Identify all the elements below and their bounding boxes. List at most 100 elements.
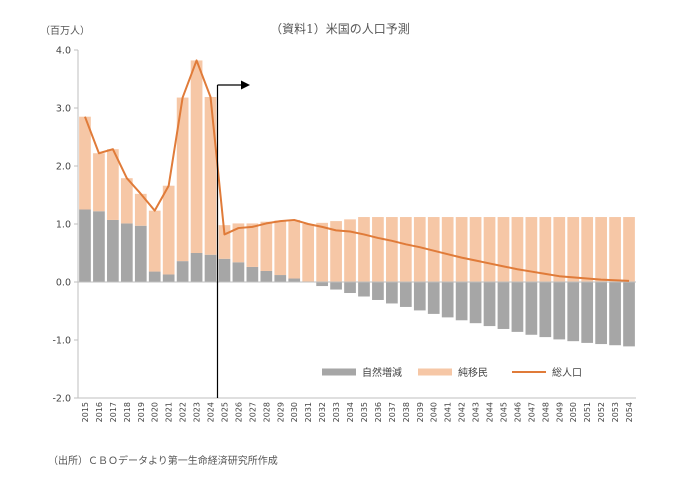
x-tick-label: 2050 bbox=[569, 402, 578, 422]
bar-net-migration bbox=[344, 219, 356, 282]
bar-net-migration bbox=[120, 178, 133, 224]
bar-net-migration bbox=[107, 149, 119, 220]
bar-net-migration bbox=[469, 217, 482, 282]
bar-net-migration bbox=[302, 224, 315, 282]
bar-natural-change bbox=[525, 282, 538, 335]
bar-net-migration bbox=[162, 185, 175, 275]
bar-net-migration bbox=[274, 220, 287, 276]
x-tick-label: 2015 bbox=[81, 402, 90, 422]
bar-net-migration bbox=[455, 217, 468, 282]
bar-natural-change bbox=[469, 282, 482, 324]
bar-net-migration bbox=[288, 219, 301, 279]
bar-natural-change bbox=[427, 282, 440, 314]
bar-net-migration bbox=[148, 210, 161, 272]
bar-net-migration bbox=[330, 221, 342, 282]
bar-natural-change bbox=[148, 271, 161, 282]
y-tick-label: 2.0 bbox=[56, 162, 71, 173]
x-tick-label: 2047 bbox=[527, 402, 536, 422]
bar-natural-change bbox=[358, 282, 370, 297]
x-tick-label: 2042 bbox=[458, 402, 467, 422]
legend-label: 総人口 bbox=[552, 366, 582, 379]
bar-net-migration bbox=[260, 221, 273, 271]
chart-title: （資料1）米国の人口予測 bbox=[270, 22, 410, 36]
x-tick-label: 2032 bbox=[318, 402, 327, 422]
x-tick-label: 2051 bbox=[583, 402, 592, 422]
bar-net-migration bbox=[427, 217, 440, 282]
axes-layer: -2.0 -1.0 0.0 1.0 2.0 3.0 4.0 2015 2016 2017 2018 2… bbox=[52, 46, 636, 422]
x-tick-label: 2017 bbox=[109, 402, 118, 422]
bar-natural-change bbox=[218, 258, 231, 282]
x-tick-label: 2043 bbox=[472, 402, 481, 422]
bar-net-migration bbox=[190, 60, 203, 253]
x-tick-label: 2038 bbox=[402, 402, 411, 422]
bar-natural-change bbox=[260, 270, 273, 282]
source-note: （出所）ＣＢＯデータより第一生命経済研究所作成 bbox=[48, 456, 278, 467]
x-tick-label: 2019 bbox=[137, 402, 146, 422]
bar-natural-change bbox=[581, 282, 594, 343]
bar-net-migration bbox=[176, 97, 189, 262]
x-tick-label: 2048 bbox=[541, 402, 550, 422]
bar-net-migration bbox=[79, 116, 91, 210]
x-tick-label: 2035 bbox=[360, 402, 369, 422]
bar-natural-change bbox=[511, 282, 524, 332]
bar-net-migration bbox=[609, 217, 621, 282]
bar-net-migration bbox=[623, 217, 635, 282]
bar-net-migration bbox=[372, 217, 384, 282]
bar-natural-change bbox=[441, 282, 454, 318]
legend-label: 自然増減 bbox=[362, 366, 402, 379]
y-axis-unit-label: （百万人） bbox=[40, 26, 90, 37]
bar-net-migration bbox=[581, 217, 594, 282]
bar-natural-change bbox=[344, 282, 356, 294]
legend-swatch bbox=[322, 368, 356, 376]
bar-natural-change bbox=[372, 282, 384, 300]
bar-natural-change bbox=[246, 266, 259, 282]
bar-net-migration bbox=[539, 217, 552, 282]
bar-natural-change bbox=[553, 282, 566, 340]
y-tick-label: 0.0 bbox=[56, 278, 71, 289]
x-tick-label: 2020 bbox=[151, 402, 160, 422]
bar-natural-change bbox=[316, 282, 328, 287]
x-tick-label: 2031 bbox=[304, 402, 313, 422]
bar-natural-change bbox=[413, 282, 426, 311]
bar-net-migration bbox=[93, 153, 105, 212]
x-tick-label: 2037 bbox=[388, 402, 397, 422]
bar-net-migration bbox=[525, 217, 538, 282]
x-tick-label: 2021 bbox=[165, 402, 174, 422]
bar-natural-change bbox=[386, 282, 398, 304]
x-tick-label: 2053 bbox=[611, 402, 620, 422]
bar-natural-change bbox=[93, 211, 105, 282]
x-tick-label: 2041 bbox=[444, 402, 453, 422]
bar-natural-change bbox=[623, 282, 635, 347]
bar-net-migration bbox=[399, 217, 412, 282]
bar-net-migration bbox=[441, 217, 454, 282]
bar-natural-change bbox=[567, 282, 580, 342]
x-tick-label: 2039 bbox=[416, 402, 425, 422]
y-tick-label: -1.0 bbox=[52, 336, 71, 347]
legend-swatch bbox=[418, 368, 452, 376]
x-tick-label: 2040 bbox=[430, 402, 439, 422]
x-tick-label: 2045 bbox=[499, 402, 508, 422]
bar-natural-change bbox=[497, 282, 510, 329]
bar-natural-change bbox=[595, 282, 607, 345]
bar-net-migration bbox=[316, 222, 328, 282]
bar-natural-change bbox=[120, 223, 133, 282]
bar-natural-change bbox=[107, 219, 119, 282]
bar-natural-change bbox=[190, 253, 203, 282]
x-tick-label: 2022 bbox=[179, 402, 188, 422]
x-tick-label: 2027 bbox=[248, 402, 257, 422]
x-tick-label: 2052 bbox=[597, 402, 606, 422]
bar-net-migration bbox=[204, 96, 217, 255]
x-tick-label: 2024 bbox=[207, 402, 216, 422]
x-tick-label: 2018 bbox=[123, 402, 132, 422]
x-tick-label: 2029 bbox=[276, 402, 285, 422]
projection-arrow-head bbox=[241, 80, 250, 90]
x-tick-label: 2036 bbox=[374, 402, 383, 422]
x-tick-label: 2033 bbox=[332, 402, 341, 422]
x-tick-label: 2044 bbox=[486, 402, 495, 422]
bar-natural-change bbox=[330, 282, 342, 290]
bar-net-migration bbox=[511, 217, 524, 282]
bar-net-migration bbox=[232, 223, 245, 263]
bars-layer bbox=[79, 60, 635, 347]
bar-net-migration bbox=[218, 225, 231, 259]
bar-net-migration bbox=[246, 223, 259, 267]
